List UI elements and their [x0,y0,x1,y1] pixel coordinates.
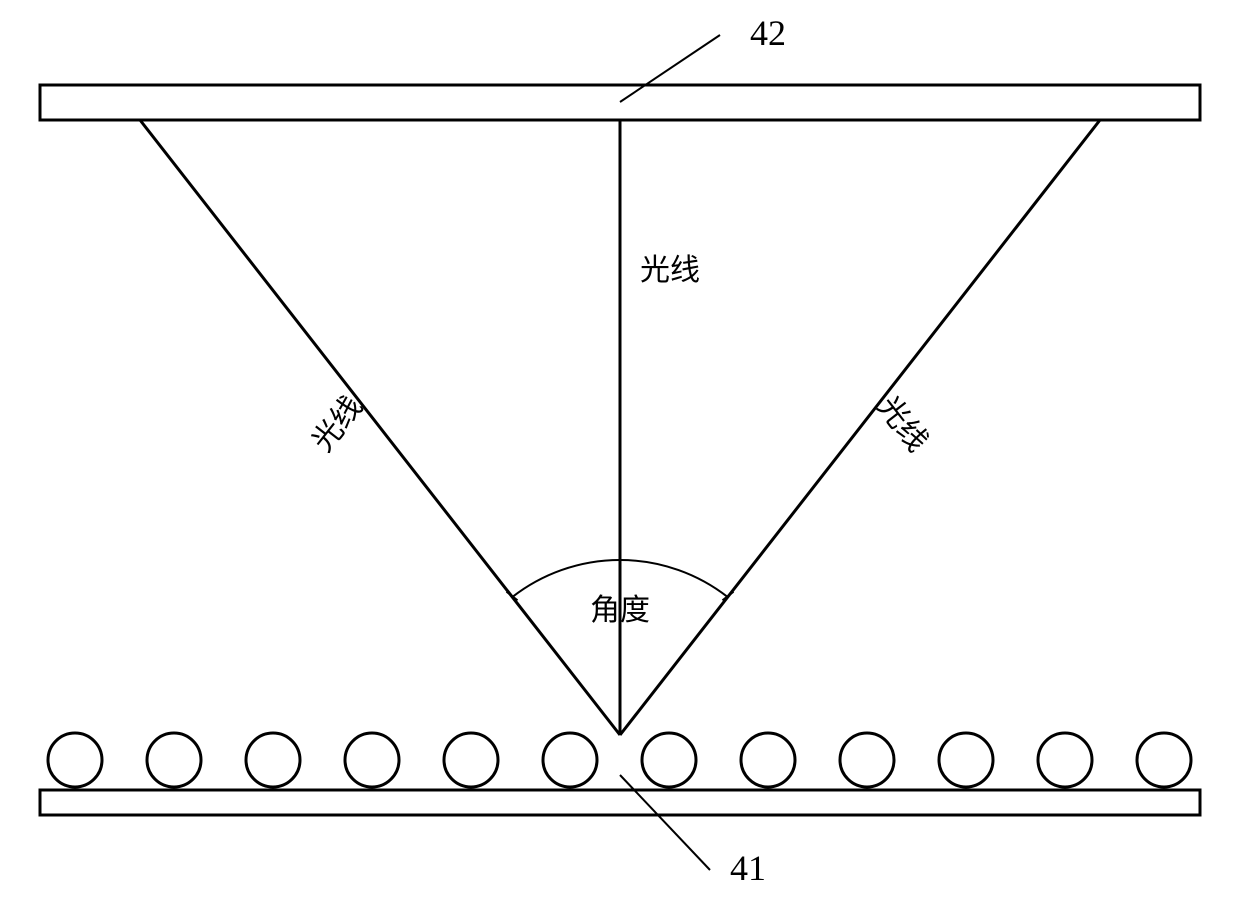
circle-item [543,733,597,787]
circle-item [1137,733,1191,787]
bottom-bar [40,790,1200,815]
callout-42-text: 42 [750,13,786,53]
diagram-svg: 光线 光线 光线 角度 42 41 [0,0,1240,897]
circle-item [741,733,795,787]
diagram-container: 光线 光线 光线 角度 42 41 [0,0,1240,897]
top-bar [40,85,1200,120]
circle-item [444,733,498,787]
left-ray [140,120,620,735]
circle-item [840,733,894,787]
circle-item [1038,733,1092,787]
center-ray-label: 光线 [640,254,700,287]
callout-41-text: 41 [730,848,766,888]
circle-item [642,733,696,787]
circle-item [147,733,201,787]
circle-item [939,733,993,787]
circle-row [48,733,1191,787]
circle-item [345,733,399,787]
right-ray [620,120,1100,735]
angle-label: 角度 [590,594,650,627]
circle-item [48,733,102,787]
circle-item [246,733,300,787]
